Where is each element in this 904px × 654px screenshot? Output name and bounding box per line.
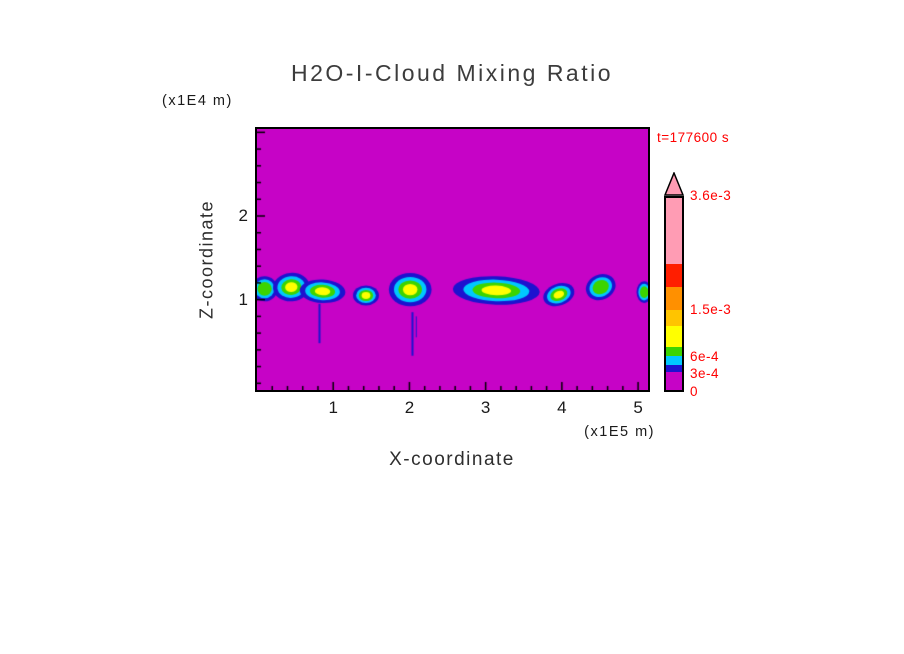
colorbar — [664, 196, 684, 392]
time-annotation: t=177600 s — [657, 130, 730, 145]
colorbar-tick-label: 3.6e-3 — [690, 188, 732, 203]
x-axis-unit-label: (x1E5 m) — [584, 424, 655, 440]
x-tick-label: 3 — [480, 398, 491, 417]
x-tick-label: 2 — [404, 398, 415, 417]
colorbar-segment — [666, 346, 682, 356]
colorbar-tick-label: 6e-4 — [690, 349, 720, 364]
colorbar-segment — [666, 364, 682, 373]
x-tick-label: 4 — [557, 398, 567, 417]
colorbar-segment — [666, 287, 682, 310]
colorbar-segment — [666, 326, 682, 347]
colorbar-tick-label: 0 — [690, 384, 699, 399]
colorbar-segment — [666, 372, 682, 390]
z-axis-title: Z-coordinate — [196, 199, 217, 320]
chart-title: H2O-I-Cloud Mixing Ratio — [290, 60, 614, 86]
z-tick-label: 1 — [238, 289, 248, 309]
x-axis-tick-labels: 1 2 3 4 5 — [257, 398, 648, 418]
colorbar-segment — [666, 263, 682, 288]
colorbar-tick-labels: 0 3e-4 6e-4 1.5e-3 3.6e-3 — [690, 188, 762, 399]
z-tick-label: 2 — [238, 206, 248, 225]
colorbar-segment — [666, 309, 682, 327]
colorbar-tick-label: 1.5e-3 — [690, 302, 732, 317]
x-axis-title: X-coordinate — [389, 449, 515, 470]
plot-area — [255, 127, 650, 392]
z-axis-unit-label: (x1E4 m) — [162, 93, 233, 109]
colorbar-overflow-arrow-icon — [663, 172, 685, 196]
colorbar-tick-label: 3e-4 — [690, 366, 720, 381]
colorbar-segment — [666, 355, 682, 365]
x-tick-label: 1 — [328, 398, 338, 417]
cloud-field-canvas — [257, 129, 648, 390]
x-tick-label: 5 — [633, 398, 643, 417]
colorbar-segment — [666, 198, 682, 264]
